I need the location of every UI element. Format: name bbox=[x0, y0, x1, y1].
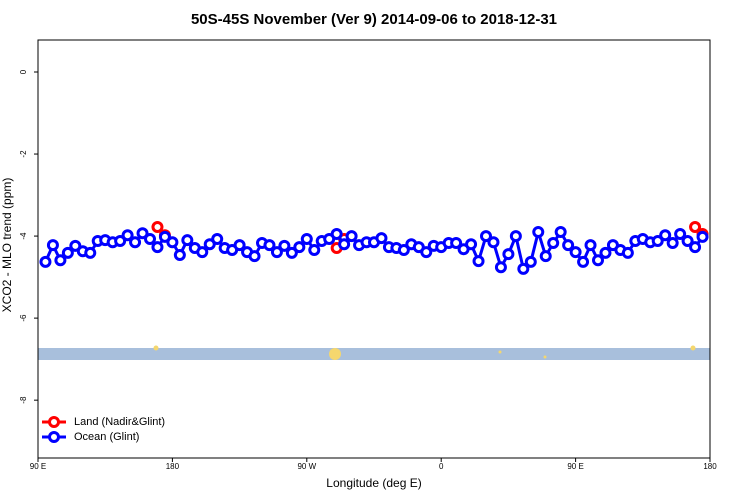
point bbox=[121, 229, 134, 242]
point bbox=[300, 232, 313, 245]
point bbox=[54, 254, 67, 267]
point bbox=[308, 244, 321, 257]
point bbox=[285, 246, 298, 259]
point bbox=[61, 246, 74, 259]
chart-title: 50S-45S November (Ver 9) 2014-09-06 to 2… bbox=[191, 11, 557, 28]
point bbox=[554, 225, 567, 238]
point bbox=[621, 246, 634, 259]
point bbox=[539, 250, 552, 263]
x-tick-label: 180 bbox=[166, 462, 180, 471]
point bbox=[517, 262, 530, 275]
point bbox=[524, 255, 537, 268]
point bbox=[211, 232, 224, 245]
point bbox=[196, 246, 209, 259]
x-tick-label: 90 E bbox=[567, 462, 583, 471]
point bbox=[547, 237, 560, 250]
point bbox=[599, 246, 612, 259]
point bbox=[39, 255, 52, 268]
point bbox=[487, 236, 500, 249]
point bbox=[338, 238, 351, 251]
point bbox=[144, 232, 156, 245]
legend-marker bbox=[48, 431, 60, 443]
point bbox=[592, 254, 604, 267]
point bbox=[681, 235, 694, 248]
point bbox=[696, 230, 709, 243]
y-tick-label: -6 bbox=[19, 314, 28, 322]
point bbox=[293, 241, 306, 254]
point bbox=[166, 236, 179, 249]
point bbox=[278, 239, 291, 252]
point bbox=[233, 239, 246, 252]
legend-label: Land (Nadir&Glint) bbox=[74, 416, 165, 428]
surface-markers bbox=[153, 345, 696, 360]
point bbox=[151, 241, 164, 254]
point bbox=[509, 230, 522, 243]
y-tick-label: 0 bbox=[19, 69, 28, 74]
x-axis-label: Longitude (deg E) bbox=[326, 476, 421, 490]
point bbox=[472, 255, 485, 268]
point bbox=[136, 227, 149, 240]
point bbox=[46, 239, 59, 252]
legend-label: Ocean (Glint) bbox=[74, 431, 139, 443]
legend-marker bbox=[48, 416, 60, 428]
point bbox=[420, 246, 433, 259]
point bbox=[263, 239, 276, 252]
y-tick-label: -8 bbox=[19, 396, 28, 404]
point bbox=[345, 230, 358, 243]
point bbox=[248, 250, 261, 263]
point bbox=[151, 221, 164, 234]
point bbox=[651, 235, 664, 248]
point bbox=[577, 255, 590, 268]
x-tick-label: 90 E bbox=[30, 462, 46, 471]
plot-frame bbox=[37, 39, 711, 459]
point bbox=[181, 234, 194, 247]
point bbox=[659, 229, 672, 242]
point bbox=[270, 246, 283, 259]
point bbox=[84, 246, 97, 259]
point bbox=[375, 232, 388, 245]
point bbox=[330, 228, 343, 241]
point bbox=[532, 225, 545, 238]
y-axis-label: XCO2 - MLO trend (ppm) bbox=[0, 178, 14, 313]
point bbox=[666, 237, 679, 250]
point bbox=[584, 239, 597, 252]
x-tick-label: 90 W bbox=[297, 462, 316, 471]
point bbox=[689, 221, 702, 234]
point bbox=[562, 239, 575, 252]
y-tick-label: -2 bbox=[19, 150, 28, 158]
point bbox=[397, 244, 410, 257]
y-tick-label: -4 bbox=[19, 232, 28, 240]
point bbox=[173, 248, 186, 261]
point bbox=[450, 237, 463, 250]
surface-band bbox=[38, 348, 710, 360]
point bbox=[203, 238, 216, 251]
point bbox=[689, 241, 702, 254]
point bbox=[69, 239, 82, 252]
point bbox=[114, 235, 127, 248]
x-tick-label: 0 bbox=[439, 462, 444, 471]
point bbox=[569, 246, 582, 259]
point bbox=[158, 230, 171, 243]
point bbox=[494, 261, 507, 274]
point bbox=[674, 228, 687, 241]
x-tick-label: 180 bbox=[703, 462, 717, 471]
point bbox=[465, 238, 478, 251]
point bbox=[502, 248, 515, 261]
point bbox=[129, 236, 142, 249]
point bbox=[480, 230, 492, 243]
